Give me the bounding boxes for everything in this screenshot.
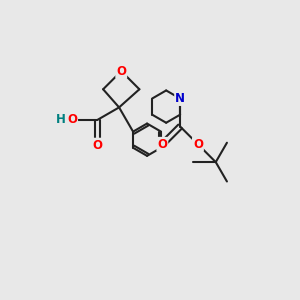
Text: O: O (193, 138, 203, 151)
Text: O: O (92, 139, 102, 152)
Text: O: O (67, 113, 77, 127)
Text: N: N (175, 92, 185, 105)
Text: O: O (116, 64, 126, 78)
Text: O: O (157, 138, 167, 151)
Text: H: H (56, 113, 66, 127)
